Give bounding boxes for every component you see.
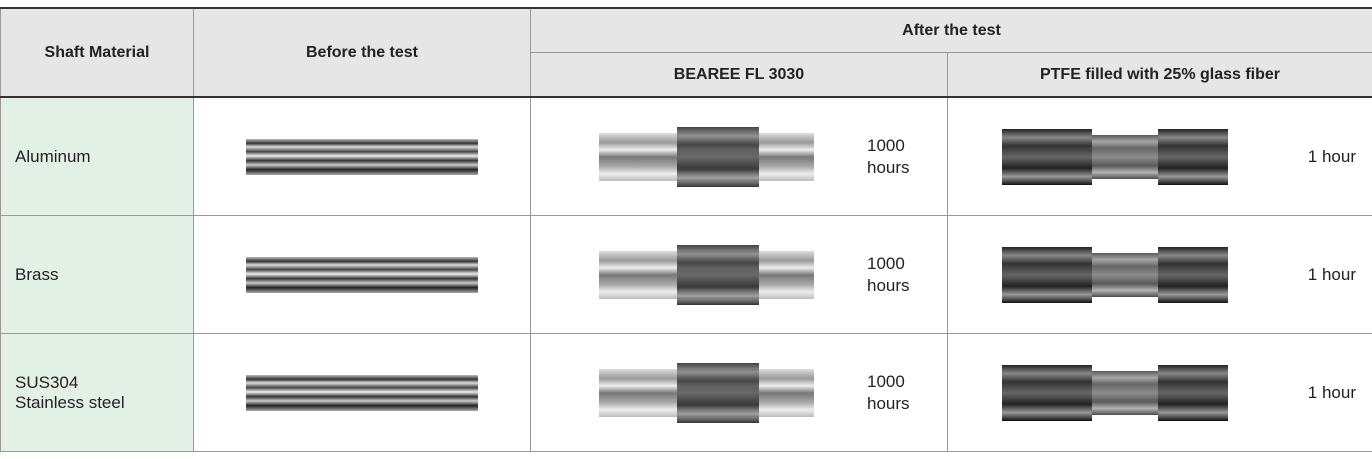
row: Brass 1000 hours 1 hour (0, 215, 1372, 334)
bearee-time: 1000 hours (867, 371, 910, 413)
shaft-photo (1002, 364, 1228, 421)
ptfe-cell: 1 hour (947, 215, 1372, 334)
header-bearee: BEAREE FL 3030 (530, 52, 948, 98)
shaft-end (1158, 246, 1228, 303)
row: Aluminum 1000 hours 1 hour (0, 96, 1372, 216)
cell: 1000 hours (531, 216, 947, 333)
results-table: Shaft Material Before the test After the… (0, 7, 1372, 452)
before-cell (193, 333, 531, 452)
cell: 1 hour (948, 98, 1372, 215)
table-body: Aluminum 1000 hours 1 hour Brass 1000 hours 1… (0, 96, 1372, 452)
shaft-end (1002, 128, 1092, 185)
before-cell (193, 215, 531, 334)
shaft (246, 256, 478, 293)
shaft-photo (1002, 128, 1228, 185)
ptfe-cell: 1 hour (947, 96, 1372, 216)
ptfe-cell: 1 hour (947, 333, 1372, 452)
wear-neck (1092, 134, 1158, 179)
bearee-time: 1000 hours (867, 253, 910, 295)
cell: 1 hour (948, 334, 1372, 451)
material: SUS304 Stainless steel (0, 333, 194, 452)
bearee-time: 1000 hours (867, 135, 910, 177)
cell (194, 98, 530, 215)
header-after: After the test (530, 7, 1372, 53)
cell: 1000 hours (531, 334, 947, 451)
cell (194, 216, 530, 333)
cell (194, 334, 530, 451)
material: Aluminum (0, 96, 194, 216)
row: SUS304 Stainless steel 1000 hours 1 hour (0, 333, 1372, 452)
shaft-photo (246, 256, 478, 293)
cell: 1 hour (948, 216, 1372, 333)
wear-zone (677, 362, 759, 423)
shaft-end (1002, 246, 1092, 303)
ptfe-time: 1 hour (1307, 264, 1356, 284)
bearee-cell: 1000 hours (530, 333, 948, 452)
ptfe-time: 1 hour (1307, 146, 1356, 166)
shaft-photo (1002, 246, 1228, 303)
header-ptfe: PTFE filled with 25% glass fiber (947, 52, 1372, 98)
shaft-end (1158, 128, 1228, 185)
shaft-photo (246, 138, 478, 175)
before-cell (193, 96, 531, 216)
cell: 1000 hours (531, 98, 947, 215)
shaft (246, 138, 478, 175)
shaft-photo (599, 362, 814, 423)
shaft-photo (599, 126, 814, 187)
header-shaft-material: Shaft Material (0, 7, 194, 98)
shaft-end (1002, 364, 1092, 421)
bearee-cell: 1000 hours (530, 215, 948, 334)
header-before: Before the test (193, 7, 531, 98)
wear-neck (1092, 370, 1158, 415)
shaft-end (1158, 364, 1228, 421)
wear-neck (1092, 252, 1158, 297)
shaft-photo (599, 244, 814, 305)
material: Brass (0, 215, 194, 334)
wear-zone (677, 126, 759, 187)
wear-zone (677, 244, 759, 305)
bearee-cell: 1000 hours (530, 96, 948, 216)
shaft-photo (246, 374, 478, 411)
ptfe-time: 1 hour (1307, 382, 1356, 402)
shaft (246, 374, 478, 411)
